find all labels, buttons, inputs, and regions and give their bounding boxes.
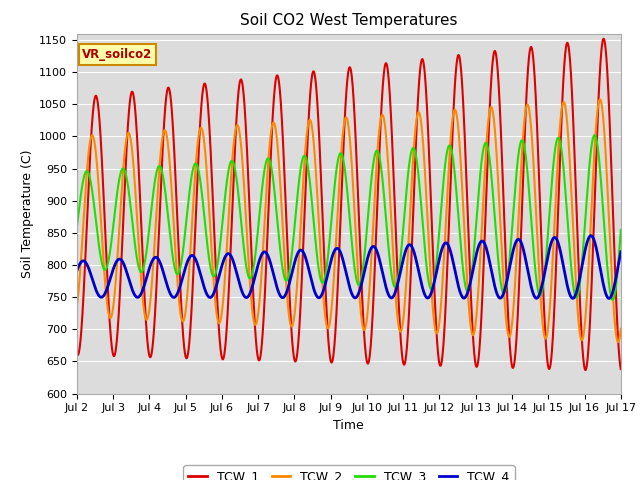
- TCW_1: [617, 366, 625, 372]
- TCW_3: [305, 172, 313, 178]
- TCW_1: [282, 194, 289, 200]
- TCW_4: [607, 295, 614, 300]
- Line: TCW_4: TCW_4: [77, 236, 621, 299]
- Line: TCW_3: TCW_3: [77, 135, 621, 300]
- TCW_3: [73, 225, 81, 230]
- Y-axis label: Soil Temperature (C): Soil Temperature (C): [20, 149, 33, 278]
- TCW_4: [617, 249, 625, 254]
- TCW_3: [591, 132, 598, 138]
- TCW_1: [600, 36, 607, 42]
- TCW_2: [282, 269, 289, 275]
- TCW_4: [135, 294, 143, 300]
- TCW_1: [548, 353, 556, 359]
- TCW_1: [167, 99, 175, 105]
- TCW_1: [607, 140, 614, 146]
- TCW_2: [607, 244, 614, 250]
- TCW_2: [305, 118, 313, 124]
- Line: TCW_2: TCW_2: [77, 99, 621, 342]
- TCW_2: [548, 278, 556, 284]
- Line: TCW_1: TCW_1: [77, 39, 621, 370]
- TCW_4: [167, 292, 175, 298]
- TCW_3: [617, 227, 625, 233]
- TCW_4: [587, 233, 595, 239]
- TCW_3: [282, 277, 289, 283]
- TCW_3: [135, 265, 143, 271]
- Legend: TCW_1, TCW_2, TCW_3, TCW_4: TCW_1, TCW_2, TCW_3, TCW_4: [183, 465, 515, 480]
- TCW_2: [596, 96, 604, 102]
- Text: VR_soilco2: VR_soilco2: [82, 48, 152, 61]
- TCW_2: [135, 244, 143, 250]
- TCW_2: [167, 180, 175, 185]
- TCW_4: [73, 268, 81, 274]
- TCW_1: [305, 110, 313, 116]
- TCW_3: [167, 241, 175, 247]
- TCW_4: [282, 292, 289, 298]
- TCW_1: [73, 350, 81, 356]
- TCW_2: [73, 304, 81, 310]
- TCW_3: [607, 290, 614, 296]
- TCW_1: [135, 168, 143, 174]
- TCW_2: [617, 326, 625, 332]
- X-axis label: Time: Time: [333, 419, 364, 432]
- TCW_4: [605, 296, 613, 301]
- Title: Soil CO2 West Temperatures: Soil CO2 West Temperatures: [240, 13, 458, 28]
- TCW_3: [609, 297, 616, 303]
- TCW_3: [548, 183, 556, 189]
- TCW_1: [582, 367, 589, 373]
- TCW_2: [614, 339, 622, 345]
- TCW_4: [305, 267, 313, 273]
- TCW_4: [548, 239, 556, 245]
